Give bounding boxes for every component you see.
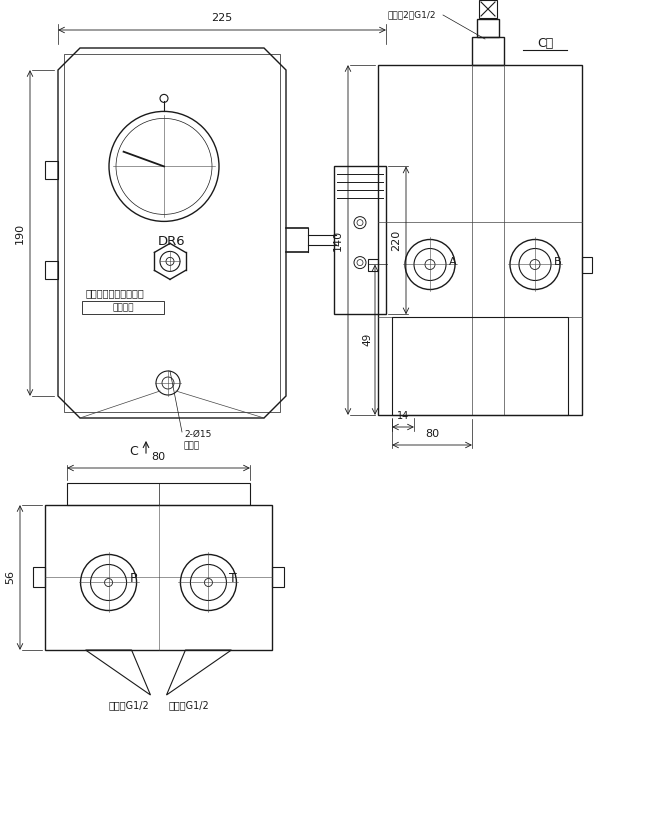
Bar xyxy=(45,161,58,179)
Text: A: A xyxy=(449,256,457,267)
Bar xyxy=(368,259,378,271)
Text: 140: 140 xyxy=(333,229,343,250)
Text: T: T xyxy=(229,572,237,585)
Text: 190: 190 xyxy=(15,223,25,244)
Text: C: C xyxy=(130,445,139,458)
Text: 进油口G1/2: 进油口G1/2 xyxy=(108,700,149,710)
Bar xyxy=(33,567,45,588)
Text: 80: 80 xyxy=(152,452,165,462)
Bar xyxy=(64,54,280,412)
Bar xyxy=(582,256,592,272)
Text: 80: 80 xyxy=(425,429,439,439)
Text: C向: C向 xyxy=(537,37,553,50)
Text: 出油口2－G1/2: 出油口2－G1/2 xyxy=(388,11,437,20)
Text: B: B xyxy=(554,256,562,267)
Text: 2-Ø15: 2-Ø15 xyxy=(184,430,211,439)
Text: 出厂编号: 出厂编号 xyxy=(112,303,133,312)
Bar xyxy=(334,167,386,315)
Text: 回油口G1/2: 回油口G1/2 xyxy=(168,700,209,710)
Bar xyxy=(378,65,582,415)
Text: 49: 49 xyxy=(362,333,372,346)
Text: 56: 56 xyxy=(5,571,15,585)
Text: 安装孔: 安装孔 xyxy=(184,441,200,450)
Text: 220: 220 xyxy=(391,230,401,251)
Bar xyxy=(472,37,504,65)
Bar xyxy=(479,0,497,18)
Text: 启东润滑设备有限公司: 启东润滑设备有限公司 xyxy=(86,289,145,298)
Bar xyxy=(45,505,272,650)
Bar xyxy=(45,261,58,279)
Bar xyxy=(67,483,250,505)
Text: 14: 14 xyxy=(397,411,409,421)
Text: P: P xyxy=(130,572,137,585)
Bar xyxy=(82,302,164,315)
Bar xyxy=(392,317,568,415)
Text: 225: 225 xyxy=(211,13,233,23)
Bar xyxy=(272,567,284,588)
Bar xyxy=(477,19,499,37)
Text: DR6: DR6 xyxy=(158,236,186,249)
